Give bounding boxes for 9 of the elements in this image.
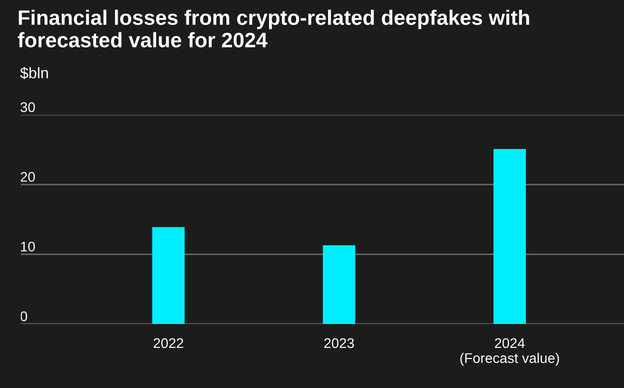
- y-tick-label: 30: [20, 102, 35, 112]
- y-tick-label: 20: [20, 172, 35, 182]
- y-tick-label: 10: [21, 242, 35, 252]
- x-tick-label: 2024 (Forecast value): [460, 338, 559, 366]
- y-tick-label: 0: [20, 311, 28, 322]
- x-tick-label: 2023: [324, 338, 354, 348]
- y-axis-title: $bln: [20, 66, 48, 80]
- chart-title: Financial losses from crypto-related deepfakes with forecasted value for 2024: [18, 10, 530, 48]
- x-tick-label: 2022: [154, 338, 184, 348]
